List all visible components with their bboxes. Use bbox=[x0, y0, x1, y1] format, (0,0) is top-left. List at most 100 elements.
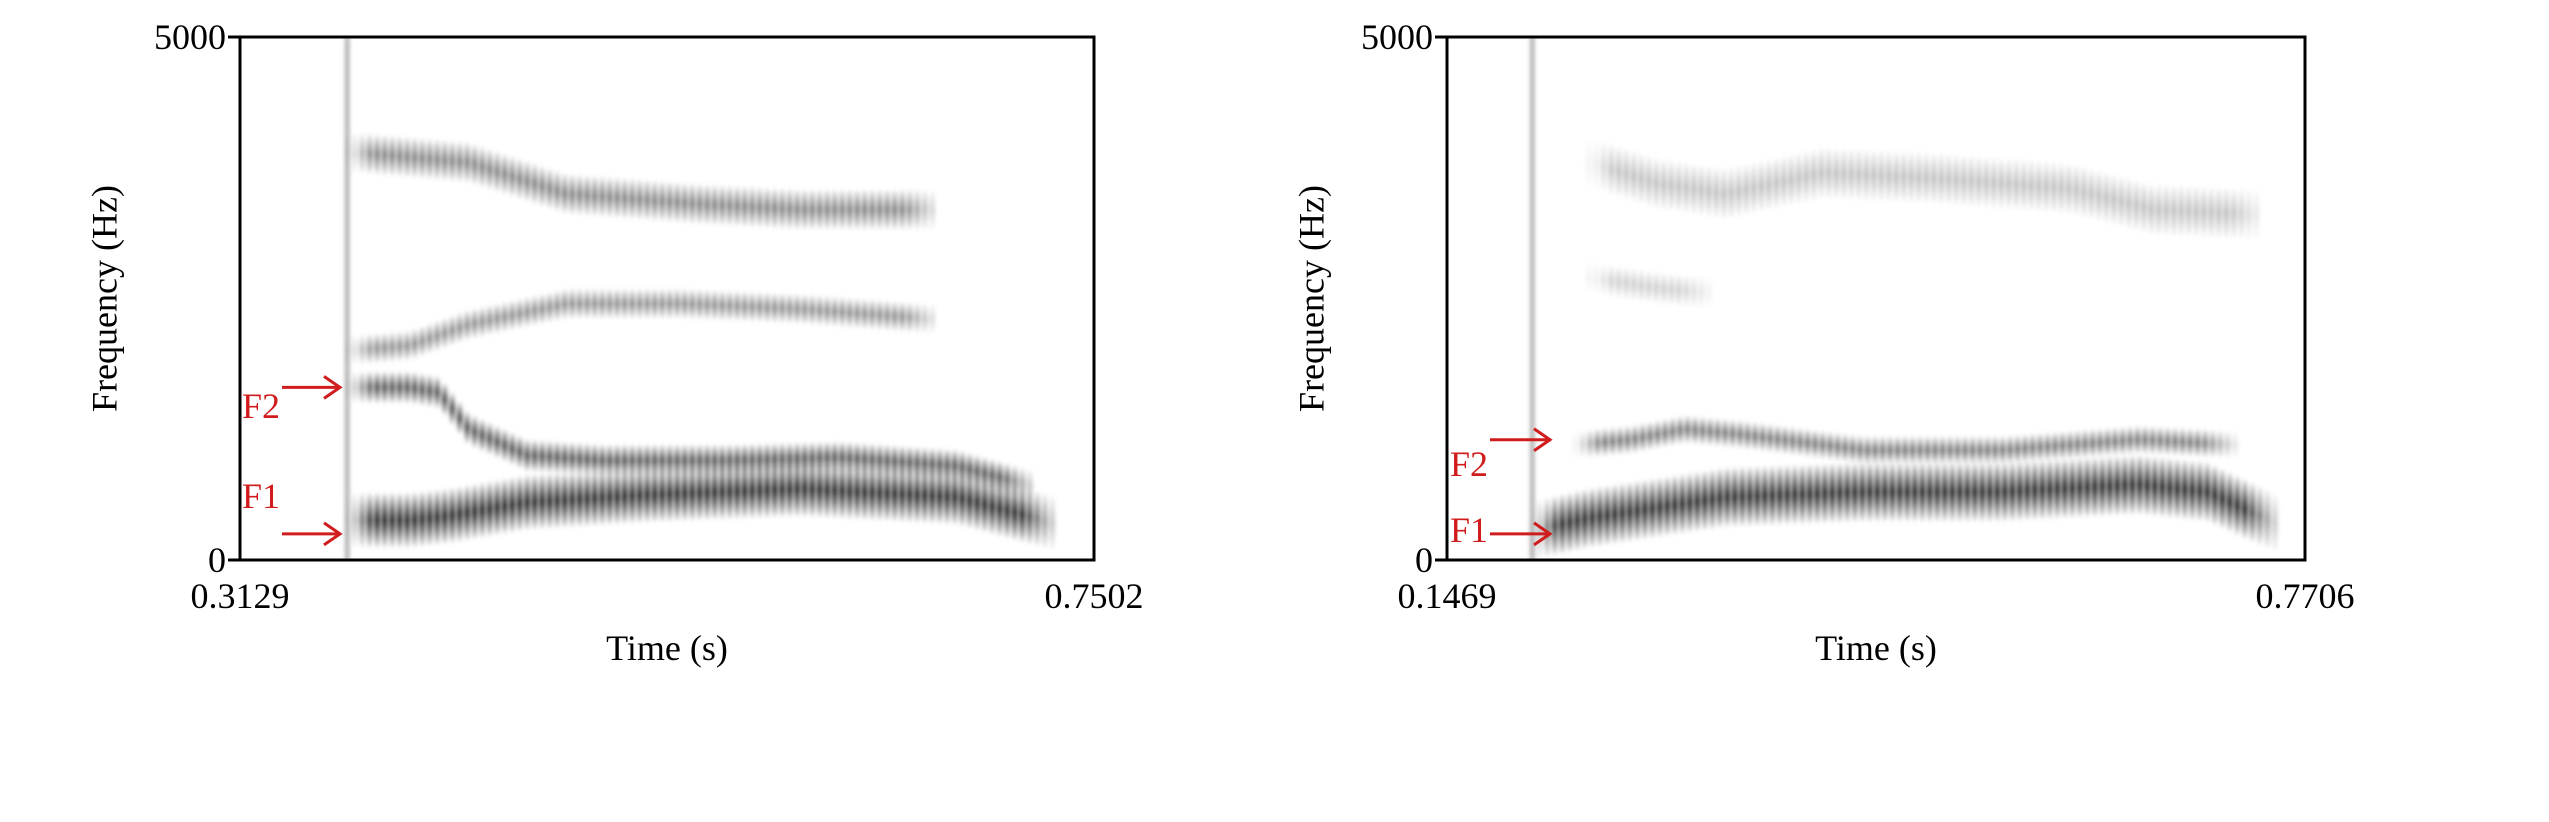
spectrogram-pulse bbox=[2118, 176, 2124, 227]
spectrogram-pulse bbox=[539, 440, 545, 473]
spectrogram-pulse bbox=[1567, 493, 1573, 552]
spectrogram-pulse bbox=[757, 463, 763, 518]
onset-burst bbox=[1530, 37, 1535, 560]
spectrogram-pulse bbox=[2039, 460, 2045, 520]
spectrogram-pulse bbox=[599, 470, 605, 525]
spectrogram-pulse bbox=[359, 493, 365, 548]
spectrogram-pulse bbox=[554, 171, 560, 211]
spectrogram-pulse bbox=[1646, 271, 1652, 303]
spectrogram-pulse bbox=[682, 466, 688, 521]
spectrogram-pulse bbox=[614, 444, 620, 477]
spectrogram-pulse bbox=[584, 471, 590, 526]
spectrogram-pulse bbox=[2156, 184, 2162, 235]
spectrogram-pulse bbox=[2021, 160, 2027, 211]
spectrogram-pulse bbox=[1835, 433, 1841, 461]
spectrogram-pulse bbox=[779, 443, 785, 475]
spectrogram-pulse bbox=[734, 464, 740, 519]
spectrogram-pulse bbox=[1953, 154, 1959, 206]
spectrogram-pulse bbox=[1027, 469, 1033, 502]
spectrogram-pulse bbox=[674, 466, 680, 521]
spectrogram-pulse bbox=[1796, 153, 1802, 204]
spectrogram-pulse bbox=[802, 442, 808, 475]
spectrogram-pulse bbox=[1970, 436, 1976, 464]
spectrogram-pulse bbox=[442, 140, 448, 181]
spectrogram-pulse bbox=[922, 189, 928, 230]
spectrogram-pulse bbox=[577, 472, 583, 527]
spectrogram-pulse bbox=[779, 188, 785, 229]
spectrogram-pulse bbox=[1676, 161, 1682, 212]
spectrogram-pulse bbox=[2157, 427, 2163, 455]
spectrogram-pulse bbox=[742, 291, 748, 322]
spectrogram-pulse bbox=[839, 463, 845, 519]
spectrogram-pulse bbox=[449, 141, 455, 181]
x-axis-title-right: Time (s) bbox=[1815, 628, 1937, 668]
spectrogram-pulse bbox=[2000, 436, 2006, 464]
spectrogram-pulse bbox=[562, 472, 568, 528]
spectrogram-pulse bbox=[487, 481, 493, 537]
spectrogram-pulse bbox=[367, 134, 373, 174]
spectrogram-pulse bbox=[937, 469, 943, 524]
spectrogram-pulse bbox=[652, 444, 658, 477]
spectrogram-pulse bbox=[989, 479, 995, 534]
spectrogram-pulse bbox=[629, 468, 635, 524]
spectrogram-pulse bbox=[2096, 170, 2102, 221]
spectrogram-pulse bbox=[2067, 431, 2073, 459]
spectrogram-pulse bbox=[2144, 456, 2150, 515]
spectrogram-pulse bbox=[2129, 455, 2135, 515]
spectrogram-pulse bbox=[1027, 489, 1033, 544]
spectrogram-pulse bbox=[509, 433, 515, 465]
spectrogram-pulse bbox=[2141, 182, 2147, 233]
spectrogram-pulse bbox=[1987, 462, 1993, 522]
spectrogram-pulse bbox=[1702, 471, 1708, 530]
spectrogram-pulse bbox=[509, 300, 515, 330]
spectrogram-pulse bbox=[427, 491, 433, 546]
spectrogram-pulse bbox=[644, 289, 650, 319]
spectrogram-pulse bbox=[517, 159, 523, 199]
spectrogram-pulse bbox=[794, 189, 800, 230]
spectrogram-pulse bbox=[397, 371, 403, 404]
formant-annotations-left: F2 F1 bbox=[242, 375, 343, 547]
spectrogram-pulse bbox=[1706, 166, 1712, 217]
spectrogram-pulse bbox=[509, 156, 515, 197]
spectrogram-pulse bbox=[2232, 431, 2238, 459]
arrow-head bbox=[323, 521, 343, 547]
spectrogram-pulse bbox=[1627, 482, 1633, 542]
spectrogram-pulse bbox=[772, 443, 778, 475]
spectrogram-pulse bbox=[2182, 460, 2188, 519]
spectrogram-pulse bbox=[1887, 436, 1893, 464]
spectrogram-pulse bbox=[554, 473, 560, 528]
spectrogram-pulse bbox=[1640, 423, 1646, 451]
spectrogram-pulse bbox=[787, 293, 793, 324]
spectrogram-pulse bbox=[1707, 418, 1713, 446]
spectrogram-pulse bbox=[562, 289, 568, 319]
spectrogram-pulse bbox=[2253, 189, 2259, 240]
spectrogram-pulse bbox=[1593, 263, 1599, 295]
spectrogram-pulse bbox=[1972, 462, 1978, 522]
spectrogram-pulse bbox=[1758, 161, 1764, 212]
spectrogram-pulse bbox=[2013, 159, 2019, 210]
spectrogram-pulse bbox=[764, 463, 770, 518]
spectrogram-pulse bbox=[472, 484, 478, 539]
spectrogram-pulse bbox=[757, 443, 763, 476]
spectrogram-pulse bbox=[652, 467, 658, 522]
spectrogram-pulse bbox=[1552, 496, 1558, 555]
spectrogram-pulse bbox=[614, 177, 620, 218]
spectrogram-pulse bbox=[1767, 424, 1773, 452]
y-tick-label-max-right: 5000 bbox=[1361, 17, 1433, 57]
spectrogram-pulse bbox=[419, 491, 425, 547]
spectrogram-pulse bbox=[779, 462, 785, 517]
spectrogram-pulse bbox=[374, 371, 380, 404]
spectrogram-pulse bbox=[1947, 436, 1953, 464]
spectrogram-pulse bbox=[2002, 462, 2008, 522]
spectrogram-pulse bbox=[464, 310, 470, 340]
spectrogram-pulse bbox=[2082, 430, 2088, 458]
spectrogram-pulse bbox=[517, 476, 523, 531]
spectrogram-pulse bbox=[1754, 466, 1760, 526]
spectrogram-pulse bbox=[839, 297, 845, 327]
spectrogram-pulse bbox=[1940, 436, 1946, 464]
spectrogram-pulse bbox=[719, 290, 725, 321]
arrow-f1-left bbox=[282, 521, 343, 547]
spectrogram-pulse bbox=[1747, 467, 1753, 526]
spectrogram-pulse bbox=[457, 141, 463, 182]
annotation-f1-right: F1 bbox=[1450, 510, 1488, 550]
